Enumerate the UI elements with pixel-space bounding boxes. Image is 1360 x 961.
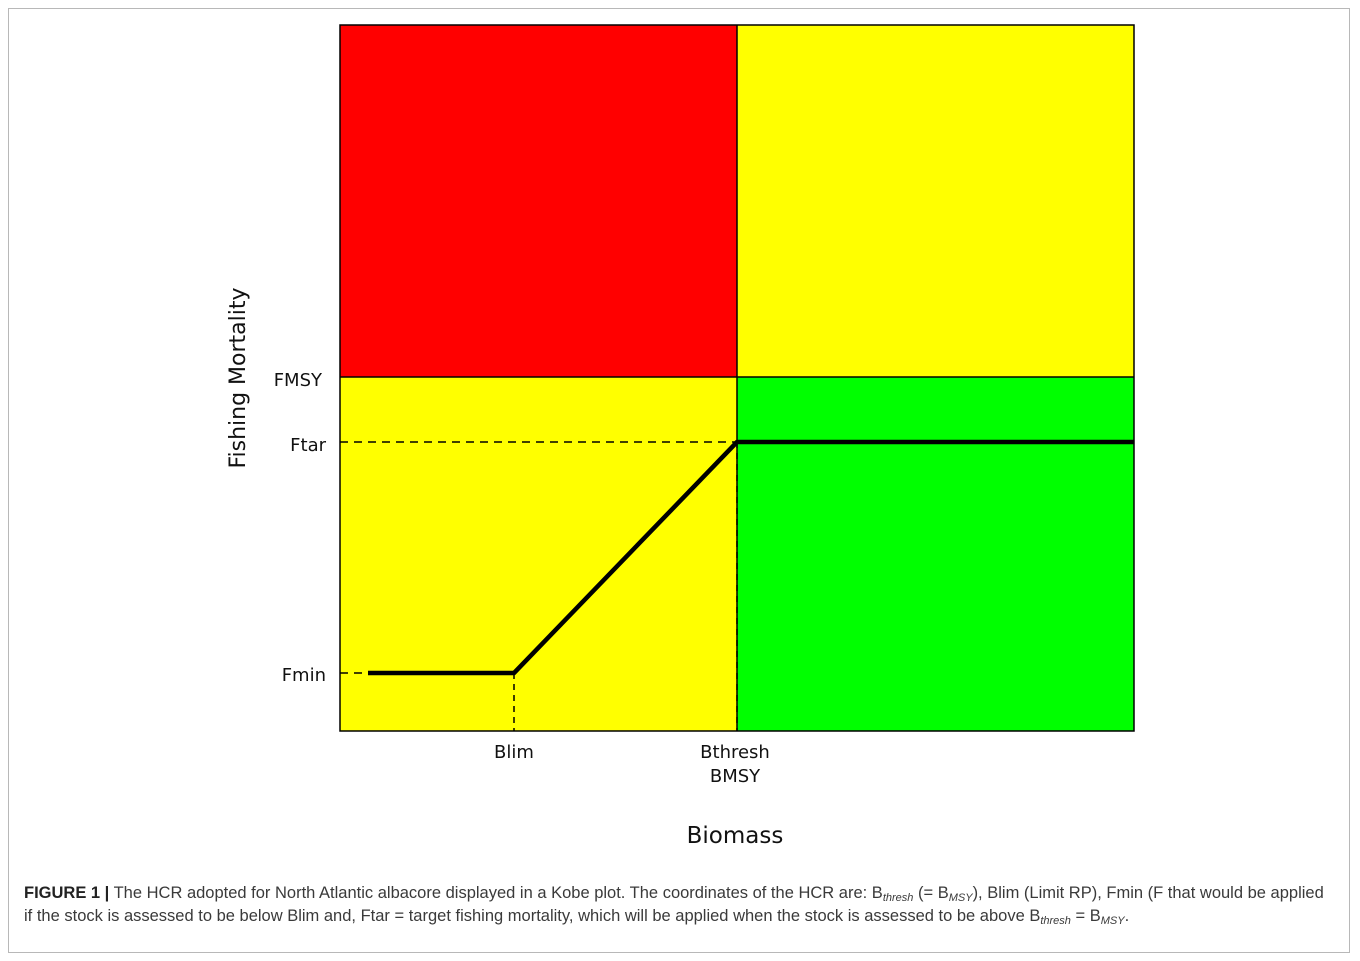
caption-text-1: The HCR adopted for North Atlantic albac…	[113, 884, 883, 902]
caption-sub-msy-2: MSY	[1100, 915, 1125, 927]
figure-label: FIGURE 1 |	[24, 884, 110, 902]
x-axis-title: Biomass	[687, 823, 784, 849]
caption-sub-msy: MSY	[948, 892, 973, 904]
caption-text-3: ), Blim (Limit RP), Fmin (F that would b…	[24, 884, 1324, 925]
zone-yellow-top-right	[737, 25, 1134, 377]
caption-text-2: (= B	[917, 884, 949, 902]
caption-text-4: = B	[1075, 907, 1101, 925]
bthresh-label: Bthresh	[700, 742, 770, 763]
caption-sub-thresh: thresh	[882, 892, 914, 904]
zone-red	[340, 25, 737, 377]
zone-yellow-bottom-left	[340, 377, 737, 731]
figure-caption: FIGURE 1 | The HCR adopted for North Atl…	[24, 882, 1334, 928]
hcr-line	[368, 439, 1134, 676]
zone-green	[737, 377, 1134, 731]
bmsy-label: BMSY	[710, 766, 761, 787]
y-axis-title: Fishing Mortality	[226, 287, 251, 468]
blim-label: Blim	[494, 742, 534, 763]
fmsy-label: FMSY	[274, 370, 323, 391]
caption-sub-thresh-2: thresh	[1040, 915, 1071, 927]
caption-text-5: .	[1124, 907, 1130, 925]
fmin-label: Fmin	[282, 665, 326, 686]
ftar-label: Ftar	[290, 435, 326, 456]
